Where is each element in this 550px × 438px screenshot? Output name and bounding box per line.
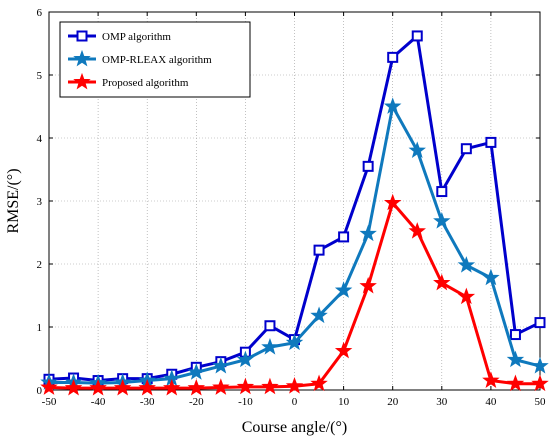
series-point: [187, 378, 206, 396]
series-point: [64, 378, 83, 396]
y-tick-label: 1: [37, 322, 43, 334]
series-point: [334, 281, 353, 298]
series-point: [334, 341, 353, 359]
y-tick-label: 3: [37, 196, 43, 208]
series-point: [313, 244, 325, 256]
x-tick-label: -20: [189, 396, 204, 408]
y-tick-label: 2: [37, 259, 43, 271]
legend-label: OMP-RLEAX algorithm: [102, 54, 212, 66]
series-point: [89, 378, 107, 396]
series-point: [261, 337, 279, 355]
x-tick-label: 10: [338, 396, 350, 408]
series-point: [433, 211, 451, 229]
series-point: [482, 268, 500, 286]
y-tick-label: 4: [37, 133, 43, 145]
series-point: [285, 377, 304, 394]
y-axis-title: RMSE/(°): [5, 168, 22, 233]
series-point: [261, 377, 279, 395]
series-point: [509, 329, 521, 341]
series-point: [138, 378, 156, 396]
x-tick-label: 0: [292, 396, 298, 408]
series-point: [531, 374, 549, 392]
series-point: [531, 356, 549, 374]
x-tick-label: -50: [42, 396, 57, 408]
series-point: [310, 306, 328, 324]
series-point: [482, 371, 500, 388]
series-point: [362, 160, 374, 172]
x-tick-label: -10: [238, 396, 253, 408]
legend-label: Proposed algorithm: [102, 77, 189, 89]
y-tick-label: 0: [37, 385, 43, 397]
series-point: [264, 320, 276, 332]
series-point: [187, 363, 206, 380]
series-2: [40, 97, 549, 391]
x-tick-label: -40: [91, 396, 106, 408]
y-tick-label: 6: [37, 7, 43, 19]
series-point: [457, 256, 476, 273]
series-point: [534, 317, 546, 329]
y-tick-label: 5: [37, 70, 43, 82]
series-point: [411, 30, 423, 42]
x-tick-label: 50: [535, 396, 547, 408]
series-point: [359, 224, 377, 242]
series-point: [338, 231, 350, 243]
series-point: [485, 136, 497, 148]
x-tick-label: 40: [485, 396, 497, 408]
legend-marker: [73, 72, 91, 90]
legend: OMP algorithm OMP-RLEAX algorithm Proposed…: [59, 21, 251, 98]
series-point: [387, 51, 399, 63]
data-series: [40, 30, 549, 396]
x-axis-title: Course angle/(°): [242, 419, 347, 436]
x-tick-label: 20: [387, 396, 399, 408]
series-point: [212, 378, 230, 395]
series-point: [408, 141, 426, 159]
series-point: [457, 287, 476, 305]
series-point: [236, 377, 255, 395]
x-tick-label: -30: [140, 396, 155, 408]
series-point: [506, 374, 525, 392]
series-point: [408, 222, 426, 239]
series-point: [506, 350, 525, 368]
legend-marker: [76, 30, 88, 42]
series-point: [383, 193, 402, 211]
legend-label: OMP algorithm: [102, 31, 171, 43]
legend-marker: [73, 49, 91, 67]
series-point: [310, 374, 328, 392]
series-point: [163, 378, 181, 396]
series-point: [285, 333, 304, 351]
x-tick-label: 30: [436, 396, 448, 408]
series-point: [460, 143, 472, 155]
series-3: [40, 193, 549, 396]
series-point: [359, 276, 377, 294]
series-point: [433, 273, 451, 291]
series-point: [383, 97, 402, 114]
series-point: [40, 378, 58, 395]
series-point: [113, 378, 132, 396]
series-point: [212, 356, 230, 374]
series-point: [436, 186, 448, 198]
series-point: [236, 350, 255, 368]
